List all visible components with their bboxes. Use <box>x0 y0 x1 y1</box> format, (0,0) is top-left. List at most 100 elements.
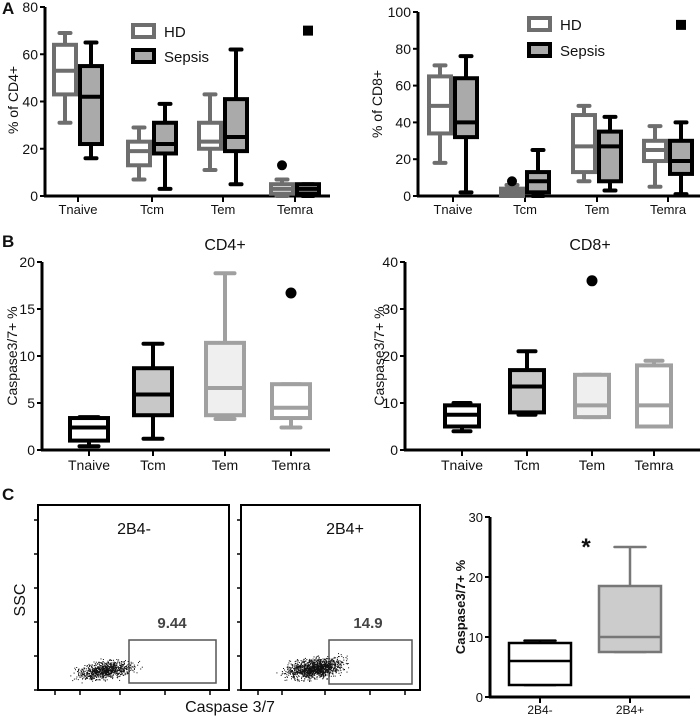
event-dot <box>316 678 318 680</box>
event-dot <box>343 659 345 661</box>
event-dot <box>329 666 331 668</box>
event-dot <box>332 664 334 666</box>
event-dot <box>294 668 296 670</box>
event-dot <box>324 659 326 660</box>
legend-label-hd: HD <box>560 17 582 34</box>
event-dot <box>301 667 303 669</box>
event-dot <box>305 676 307 678</box>
event-dot <box>118 659 120 661</box>
event-dot <box>324 673 326 675</box>
event-dot <box>323 672 325 674</box>
event-dot <box>114 665 116 667</box>
event-dot <box>287 671 289 673</box>
event-dot <box>283 668 284 669</box>
event-dot <box>320 675 322 676</box>
event-dot <box>126 668 128 670</box>
event-dot <box>315 661 317 663</box>
event-dot <box>330 666 332 668</box>
event-dot <box>329 671 331 673</box>
event-dot <box>105 664 107 665</box>
event-dot <box>297 680 299 682</box>
event-dot <box>319 668 321 670</box>
event-dot <box>100 675 102 677</box>
event-dot <box>103 666 105 667</box>
event-dot <box>331 667 333 669</box>
event-dot <box>319 666 321 668</box>
event-dot <box>81 675 83 677</box>
event-dot <box>314 670 316 672</box>
event-dot <box>121 664 123 666</box>
event-dot <box>329 665 331 667</box>
event-dot <box>95 680 97 681</box>
event-dot <box>80 672 82 674</box>
event-dot <box>284 679 286 681</box>
event-dot <box>134 666 135 668</box>
event-dot <box>99 665 101 666</box>
event-dot <box>122 663 124 665</box>
event-dot <box>78 670 80 671</box>
y-axis-label: Caspase3/7+ % <box>453 559 468 654</box>
event-dot <box>334 663 336 665</box>
y-tick-label: 20 <box>395 151 411 167</box>
event-dot <box>333 657 335 659</box>
event-dot <box>308 670 310 672</box>
event-dot <box>96 668 98 670</box>
event-dot <box>102 664 104 666</box>
event-dot <box>346 660 348 662</box>
event-dot <box>76 667 78 668</box>
event-dot <box>315 671 317 672</box>
event-dot <box>90 675 92 677</box>
event-dot <box>319 672 321 674</box>
event-dot <box>339 667 341 669</box>
event-dot <box>107 669 109 671</box>
event-dot <box>72 680 74 682</box>
event-dot <box>90 669 92 671</box>
event-dot <box>324 666 326 668</box>
event-dot <box>124 662 125 664</box>
event-dot <box>315 669 317 671</box>
event-dot <box>136 672 138 674</box>
event-dot <box>315 668 317 670</box>
event-dot <box>116 666 118 668</box>
event-dot <box>335 657 337 659</box>
event-dot <box>297 668 299 670</box>
event-dot <box>119 669 121 671</box>
event-dot <box>141 666 143 668</box>
event-dot <box>108 668 110 670</box>
event-dot <box>324 672 326 673</box>
event-dot <box>284 669 285 671</box>
event-dot <box>310 661 312 663</box>
event-dot <box>97 674 99 676</box>
event-dot <box>106 667 108 669</box>
event-dot <box>298 679 300 681</box>
chart-a_cd4: 0 20 40 60 80 Tnaive Tcm Tem Temra % of CD4+ <box>5 0 330 217</box>
x-tick-label: Tcm <box>140 202 164 217</box>
event-dot <box>290 660 292 662</box>
event-dot <box>330 672 332 674</box>
event-dot <box>304 675 306 677</box>
event-dot <box>336 670 338 672</box>
event-dot <box>320 659 322 660</box>
event-dot <box>99 662 101 664</box>
event-dot <box>345 657 347 659</box>
event-dot <box>333 670 335 672</box>
event-dot <box>307 674 309 676</box>
box-plot <box>668 120 694 197</box>
event-dot <box>323 662 325 664</box>
box-iqr <box>223 97 249 154</box>
event-dot <box>333 660 335 661</box>
event-dot <box>313 672 314 673</box>
event-dot <box>334 664 336 666</box>
event-dot <box>123 663 125 665</box>
event-dot <box>335 666 337 667</box>
event-dot <box>318 672 320 674</box>
event-dot <box>337 661 339 663</box>
event-dot <box>322 669 323 671</box>
event-dot <box>306 667 308 669</box>
event-dot <box>322 671 324 672</box>
event-dot <box>304 666 306 667</box>
event-dot <box>298 668 300 670</box>
event-dot <box>296 659 298 661</box>
event-dot <box>83 667 85 669</box>
event-dot <box>298 680 300 682</box>
